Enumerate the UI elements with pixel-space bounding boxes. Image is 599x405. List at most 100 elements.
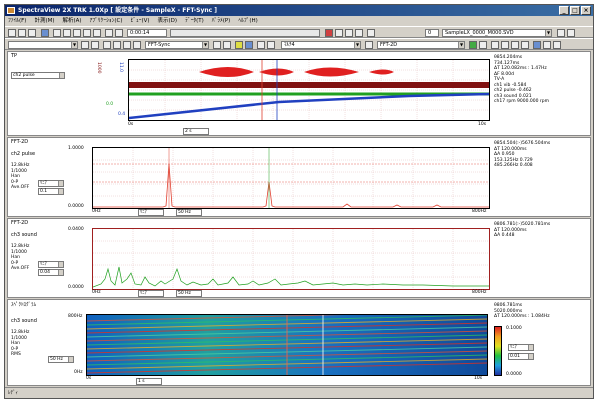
x-range-select[interactable]: 50 Hz [176,209,202,216]
scale-select[interactable]: ﾘﾆｱ [38,180,64,187]
scale-mode-select[interactable]: ﾘﾆｱ [508,344,534,351]
minimize-button[interactable]: _ [559,6,569,15]
close-button[interactable]: × [581,6,591,15]
time-slider[interactable] [170,29,320,37]
chevron-down-icon[interactable] [528,354,533,359]
chevron-down-icon[interactable] [68,357,73,362]
rpm-trace [129,92,489,120]
chevron-down-icon[interactable]: ▼ [545,30,551,36]
chart-icon[interactable] [345,29,353,37]
fft-sound-plot[interactable] [92,228,490,290]
left-icon[interactable] [213,41,221,49]
layout-icon[interactable] [365,41,373,49]
open-icon[interactable] [8,29,16,37]
record-icon[interactable] [41,29,49,37]
print-icon[interactable] [28,29,36,37]
prev-icon[interactable] [81,41,89,49]
export-icon[interactable] [501,41,509,49]
menu-application[interactable]: ｱﾌﾟﾘｹｰｼｮﾝ(C) [89,18,123,24]
scale-select[interactable]: ﾘﾆｱ [38,261,64,268]
marker-icon[interactable] [235,41,243,49]
range-select[interactable]: 0.04 [38,269,64,276]
stop-icon[interactable] [63,29,71,37]
pause-icon[interactable] [73,29,81,37]
file-number[interactable]: 0 [425,29,439,37]
blank-select[interactable]: ▼ [8,41,78,49]
menu-view[interactable]: ﾋﾞｭｰ(V) [130,18,150,24]
chevron-down-icon[interactable]: ▼ [354,42,360,48]
color-icon[interactable] [533,41,541,49]
spectrogram-plot[interactable] [86,314,488,376]
menu-file[interactable]: ﾌｧｲﾙ(F) [8,18,27,24]
analyze-icon[interactable] [257,41,265,49]
tools-icon[interactable] [553,41,561,49]
freq-range-value: 50 Hz [50,357,63,362]
span-select[interactable]: 1 s [136,378,162,385]
next-file-icon[interactable] [567,29,575,37]
chevron-down-icon[interactable] [59,73,64,78]
menu-measure[interactable]: 計測(M) [34,18,55,24]
save-icon[interactable] [18,29,26,37]
chevron-down-icon[interactable]: ▼ [71,42,77,48]
chevron-down-icon[interactable]: ▼ [202,42,208,48]
loop-icon[interactable] [115,29,123,37]
x-scale-select[interactable]: ﾘﾆｱ [138,209,164,216]
zoom-in-icon[interactable] [103,41,111,49]
menu-display[interactable]: 表示(D) [157,18,178,24]
span-select[interactable]: 2 s [183,128,209,135]
info-line: 5020.000ms [494,308,523,314]
info-line: ΔT 120.000ms : 1.084Hz [494,314,550,319]
chevron-down-icon[interactable] [58,262,63,267]
info-icon[interactable] [543,41,551,49]
freq-range-select[interactable]: 50 Hz [48,356,74,363]
y-bottom: 0.0000 [68,285,84,290]
time-plot[interactable] [128,59,490,121]
crosshair-icon[interactable] [469,41,477,49]
next-icon[interactable] [91,41,99,49]
chevron-down-icon[interactable] [528,345,533,350]
menu-param[interactable]: ﾊﾟﾗﾒ(P) [211,18,231,24]
pin-icon[interactable] [367,29,375,37]
fft-sound-svg [93,229,489,289]
settings-icon[interactable] [267,41,275,49]
rec-mark-icon[interactable] [325,29,333,37]
list-icon[interactable] [491,41,499,49]
cursor-icon[interactable] [105,29,113,37]
mode-select[interactable]: ﾏﾙﾁ4 ▼ [281,41,361,49]
menu-data[interactable]: ﾃﾞｰﾀ(T) [185,18,204,24]
spectrum-icon[interactable] [245,41,253,49]
x-range-select[interactable]: 50 Hz [176,290,202,297]
file-name: SampleLX_0000_M000.SVD [445,30,514,36]
menu-analysis[interactable]: 解析(A) [62,18,82,24]
fft-pulse-plot[interactable] [92,147,490,209]
lock-icon[interactable] [521,41,529,49]
chevron-down-icon[interactable]: ▼ [458,42,464,48]
copy-icon[interactable] [511,41,519,49]
channel-select[interactable]: ch2 pulse [11,72,65,79]
peak-icon[interactable] [479,41,487,49]
chevron-down-icon[interactable] [58,189,63,194]
scale-range-select[interactable]: 0.01 [508,353,534,360]
info-line: ch3 sound 0.021 [494,93,532,99]
menu-help[interactable]: ﾍﾙﾌﾟ(H) [238,18,258,24]
range-icon[interactable] [133,41,141,49]
prev-file-icon[interactable] [557,29,565,37]
fft-pulse-trace [93,163,489,208]
chevron-down-icon[interactable] [58,270,63,275]
grid-icon[interactable] [335,29,343,37]
range-select[interactable]: 0.1 [38,188,64,195]
fit-icon[interactable] [123,41,131,49]
right-icon[interactable] [223,41,231,49]
maximize-button[interactable]: □ [570,6,580,15]
chevron-down-icon[interactable] [58,181,63,186]
view-select[interactable]: FFT-2D ▼ [377,41,465,49]
x-start: 0s [128,122,134,127]
x-scale-select[interactable]: ﾘﾆｱ [138,290,164,297]
play-icon[interactable] [53,29,61,37]
file-select[interactable]: SampleLX_0000_M000.SVD ▼ [442,29,552,37]
table-icon[interactable] [355,29,363,37]
step-icon[interactable] [93,29,101,37]
sync-select[interactable]: FFT-Sync ▼ [145,41,209,49]
zoom-out-icon[interactable] [113,41,121,49]
rewind-icon[interactable] [83,29,91,37]
